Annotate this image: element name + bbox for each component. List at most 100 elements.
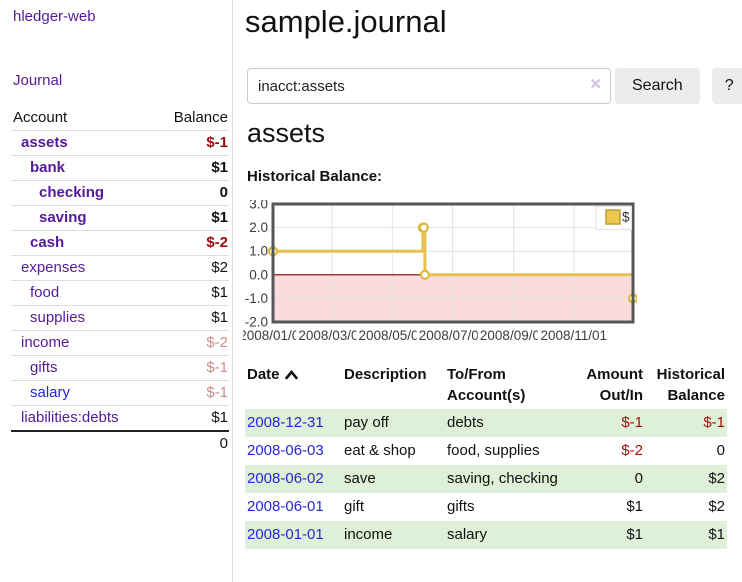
- search-button[interactable]: Search: [615, 68, 700, 104]
- register-row: 2008-12-31 pay off debts $-1 $-1: [245, 409, 727, 437]
- transaction-amount: $1: [626, 526, 643, 543]
- account-link[interactable]: expenses: [21, 259, 86, 276]
- account-row: supplies $1: [11, 305, 229, 331]
- svg-text:$: $: [622, 210, 630, 225]
- account-link[interactable]: gifts: [30, 359, 58, 376]
- account-row: food $1: [11, 280, 229, 306]
- search-input[interactable]: [247, 68, 611, 104]
- app-title-link[interactable]: hledger-web: [13, 8, 96, 25]
- account-link[interactable]: supplies: [30, 309, 86, 326]
- account-balance: $1: [153, 280, 229, 306]
- account-balance: $2: [153, 255, 229, 281]
- svg-text:0.0: 0.0: [249, 267, 268, 282]
- account-link[interactable]: checking: [39, 184, 105, 201]
- accounts-header-row: Account Balance: [11, 106, 229, 131]
- account-row: checking 0: [11, 180, 229, 206]
- accounts-total-row: 0: [11, 430, 229, 456]
- account-balance: $1: [153, 305, 229, 331]
- page-title: sample.journal: [245, 4, 447, 39]
- svg-text:2008/09/01: 2008/09/01: [480, 328, 548, 343]
- account-row: saving $1: [11, 205, 229, 231]
- sidebar: hledger-web Journal Account Balance asse…: [0, 0, 233, 582]
- svg-text:1.0: 1.0: [249, 244, 268, 259]
- transaction-amount: $1: [626, 498, 643, 515]
- account-balance: $-1: [153, 355, 229, 381]
- account-balance: $1: [153, 155, 229, 181]
- account-link[interactable]: cash: [30, 234, 65, 251]
- register-header-balance[interactable]: Historical Balance: [656, 366, 725, 404]
- transaction-description: income: [344, 526, 393, 543]
- sidebar-item-journal[interactable]: Journal: [13, 72, 63, 89]
- account-link[interactable]: income: [21, 334, 70, 351]
- account-link[interactable]: liabilities:debts: [21, 409, 119, 426]
- accounts-total-value: 0: [153, 430, 229, 456]
- transaction-description: gift: [344, 498, 365, 515]
- transaction-date-link[interactable]: 2008-06-01: [247, 498, 324, 515]
- transaction-accounts: food, supplies: [447, 442, 540, 459]
- sort-ascending-icon: [284, 365, 298, 386]
- accounts-header-account: Account: [11, 106, 154, 131]
- transaction-accounts: debts: [447, 414, 484, 431]
- account-balance: $1: [153, 405, 229, 432]
- account-row: expenses $2: [11, 255, 229, 281]
- svg-text:2008/05/01: 2008/05/01: [359, 328, 427, 343]
- transaction-balance: 0: [716, 442, 725, 459]
- transaction-date-link[interactable]: 2008-06-02: [247, 470, 324, 487]
- transaction-balance: $1: [708, 526, 725, 543]
- account-row: assets $-1: [11, 130, 229, 156]
- svg-text:2008/11/01: 2008/11/01: [541, 328, 608, 343]
- register-row: 2008-01-01 income salary $1 $1: [245, 521, 727, 549]
- account-row: bank $1: [11, 155, 229, 181]
- account-row: income $-2: [11, 330, 229, 356]
- transaction-description: save: [344, 470, 376, 487]
- register-row: 2008-06-02 save saving, checking 0 $2: [245, 465, 727, 493]
- transaction-accounts: gifts: [447, 498, 475, 515]
- account-link[interactable]: food: [30, 284, 60, 301]
- account-row: gifts $-1: [11, 355, 229, 381]
- help-button[interactable]: ?: [711, 68, 742, 104]
- account-balance: 0: [153, 180, 229, 206]
- account-row: salary $-1: [11, 380, 229, 406]
- transaction-description: eat & shop: [344, 442, 416, 459]
- transaction-date-link[interactable]: 2008-12-31: [247, 414, 324, 431]
- account-row: liabilities:debts $1: [11, 405, 229, 432]
- account-balance: $1: [153, 205, 229, 231]
- account-balance: $-1: [153, 130, 229, 156]
- svg-text:-2.0: -2.0: [245, 315, 268, 330]
- clear-search-icon[interactable]: ✕: [589, 76, 602, 93]
- account-heading: assets: [247, 118, 326, 148]
- accounts-table: Account Balance assets $-1 bank $1 checking 0…: [11, 106, 229, 456]
- register-row: 2008-06-01 gift gifts $1 $2: [245, 493, 727, 521]
- transaction-amount: $-2: [621, 442, 643, 459]
- transaction-description: pay off: [344, 414, 389, 431]
- account-link[interactable]: saving: [39, 209, 87, 226]
- register-header-row: Date Description To/From Account(s) Amou…: [245, 362, 727, 409]
- account-balance: $-2: [153, 330, 229, 356]
- svg-text:2008/01/01: 2008/01/01: [243, 328, 307, 343]
- svg-text:2.0: 2.0: [249, 220, 268, 235]
- historical-balance-chart[interactable]: $3.0 2.0 1.0 0.0 -1.0 -2.0 2008/01/01 2008/03/0…: [237, 197, 639, 348]
- svg-text:2008/07/01: 2008/07/01: [419, 328, 487, 343]
- transaction-amount: $-1: [621, 414, 643, 431]
- account-link[interactable]: assets: [21, 134, 68, 151]
- svg-text:2008/03/01: 2008/03/01: [298, 328, 366, 343]
- register-header-amount[interactable]: Amount Out/In: [586, 366, 643, 404]
- transaction-amount: 0: [634, 470, 643, 487]
- register-row: 2008-06-03 eat & shop food, supplies $-2 0: [245, 437, 727, 465]
- chart-title: Historical Balance:: [247, 168, 383, 185]
- register-header-date[interactable]: Date: [245, 362, 342, 409]
- register-header-accounts[interactable]: To/From Account(s): [447, 366, 526, 404]
- transaction-balance: $2: [708, 470, 725, 487]
- transaction-accounts: saving, checking: [447, 470, 558, 487]
- main-content: sample.journal ✕ Search ? assets Histori…: [237, 0, 742, 582]
- account-row: cash $-2: [11, 230, 229, 256]
- account-link[interactable]: bank: [30, 159, 66, 176]
- svg-text:-1.0: -1.0: [245, 291, 268, 306]
- register-table: Date Description To/From Account(s) Amou…: [245, 362, 727, 549]
- svg-text:3.0: 3.0: [249, 200, 268, 212]
- register-header-description[interactable]: Description: [344, 366, 427, 383]
- account-link[interactable]: salary: [30, 384, 71, 401]
- transaction-date-link[interactable]: 2008-01-01: [247, 526, 324, 543]
- transaction-balance: $2: [708, 498, 725, 515]
- transaction-date-link[interactable]: 2008-06-03: [247, 442, 324, 459]
